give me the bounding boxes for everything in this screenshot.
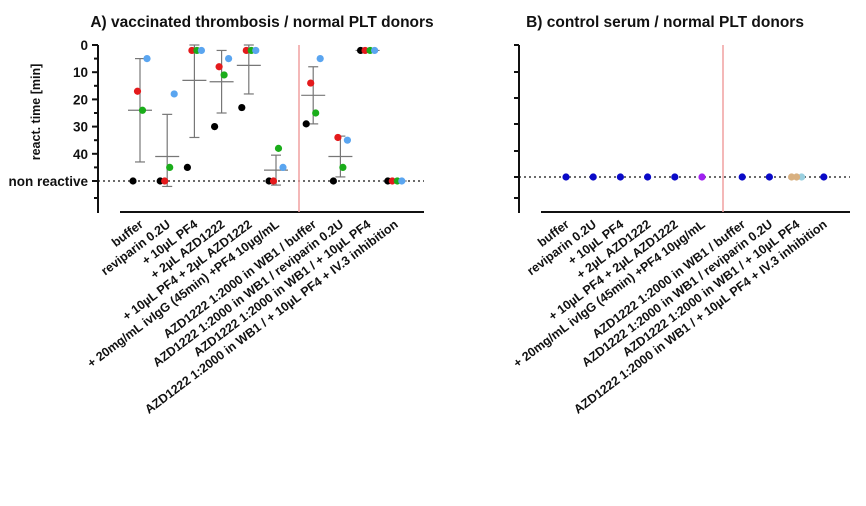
panel-a-y-tick-label: 10 bbox=[73, 65, 88, 80]
panel-a-data-point bbox=[242, 46, 250, 55]
panel-a-data-point bbox=[238, 103, 246, 112]
panel-a-data-point bbox=[329, 177, 337, 185]
panel-a-data-point bbox=[334, 133, 342, 142]
panel-a-data-point bbox=[388, 177, 396, 185]
panel-a-data-point bbox=[252, 46, 260, 55]
panel-a: A) vaccinated thrombosis / normal PLT do… bbox=[8, 14, 433, 417]
panel-a-data-point bbox=[215, 63, 223, 71]
panel-a-data-point bbox=[211, 123, 219, 131]
panel-a-data-point bbox=[166, 163, 174, 171]
panel-a-data-point bbox=[398, 177, 406, 185]
panel-a-data-point bbox=[143, 55, 151, 63]
panel-a-data-point bbox=[269, 177, 278, 185]
panel-b-title: B) control serum / normal PLT donors bbox=[526, 14, 804, 31]
panel-a-data-point bbox=[343, 136, 351, 144]
panel-b-data-point bbox=[765, 173, 774, 181]
panel-b: B) control serum / normal PLT donors buf… bbox=[511, 14, 850, 417]
panel-a-data-point bbox=[307, 79, 315, 87]
panel-a-data-point bbox=[129, 177, 137, 185]
panel-a-data-point bbox=[188, 46, 196, 55]
panel-a-y-tick-label: 40 bbox=[73, 147, 88, 162]
panel-a-y-tick-label: non reactive bbox=[8, 174, 88, 189]
panel-a-data-point bbox=[220, 71, 228, 79]
panel-a-data-point bbox=[170, 90, 178, 98]
panel-b-data-point bbox=[589, 173, 597, 181]
panel-a-data-point bbox=[161, 177, 169, 185]
panel-a-data-point bbox=[339, 163, 347, 171]
panel-a-data-point bbox=[371, 46, 379, 55]
panel-b-data-point bbox=[788, 173, 796, 181]
panel-a-data-point bbox=[138, 106, 147, 114]
panel-a-data-point bbox=[197, 46, 205, 55]
panel-a-data-point bbox=[361, 46, 369, 55]
panel-b-data-point bbox=[793, 173, 801, 181]
panel-a-data-point bbox=[312, 109, 320, 117]
panel-a-y-tick-label: 0 bbox=[80, 38, 88, 53]
panel-b-data-point bbox=[798, 173, 806, 181]
panel-a-data-point bbox=[302, 120, 310, 128]
panel-a-data-point bbox=[225, 55, 233, 63]
panel-b-data-point bbox=[616, 173, 625, 181]
panel-a-y-tick-label: 30 bbox=[73, 120, 88, 135]
panel-b-data-point bbox=[738, 173, 746, 181]
panel-a-data-point bbox=[279, 163, 287, 171]
panel-a-y-tick-label: 20 bbox=[73, 92, 88, 107]
panel-b-data-point bbox=[671, 173, 679, 181]
panel-a-data-point bbox=[183, 163, 191, 171]
panel-b-data-point bbox=[562, 173, 570, 181]
panel-b-data-point bbox=[698, 173, 706, 181]
panel-b-data-point bbox=[644, 173, 652, 181]
panel-a-y-axis-label: react. time [min] bbox=[29, 64, 43, 161]
panel-a-data-point bbox=[133, 87, 142, 95]
panel-a-data-point bbox=[274, 144, 283, 152]
panel-b-data-point bbox=[820, 173, 828, 181]
panel-a-data-point bbox=[316, 55, 324, 63]
panel-a-title: A) vaccinated thrombosis / normal PLT do… bbox=[90, 14, 433, 31]
